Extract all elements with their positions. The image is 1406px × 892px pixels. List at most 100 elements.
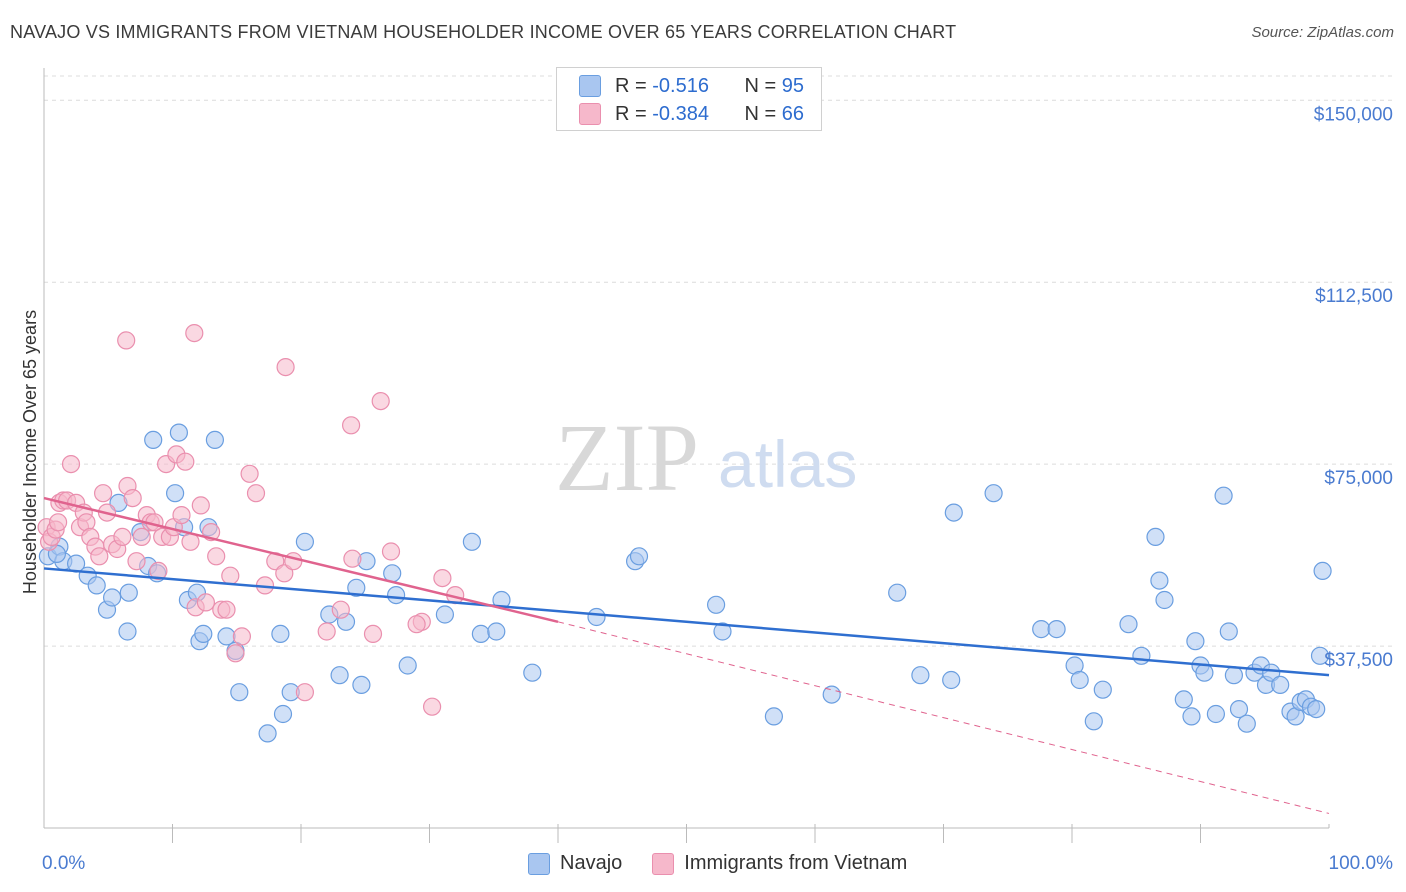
watermark-atlas: atlas (718, 427, 857, 501)
vietnam-swatch (652, 852, 675, 875)
navajo-point (1195, 663, 1214, 682)
navajo-point (295, 532, 314, 551)
vietnam-point (317, 622, 336, 641)
navajo-point (119, 583, 138, 602)
navajo-point (347, 578, 366, 597)
vietnam-point (423, 697, 442, 716)
navajo-point (1155, 590, 1174, 610)
navajo-point (1237, 714, 1256, 733)
navajo-point (1150, 571, 1169, 590)
series-legend: Navajo Immigrants from Vietnam (528, 852, 937, 875)
navajo-point (1229, 699, 1249, 719)
vietnam-point (90, 547, 109, 566)
navajo-point (1182, 707, 1201, 726)
navajo-point (102, 588, 122, 607)
data-points (37, 324, 1332, 743)
navajo-point (230, 683, 249, 702)
navajo-point (271, 624, 290, 644)
watermark: ZIP atlas (555, 404, 857, 511)
vietnam-point (343, 549, 362, 568)
navajo-point (1119, 615, 1138, 634)
vietnam-trendline (43, 496, 559, 624)
navajo-point (888, 583, 907, 602)
trend-lines (43, 496, 1330, 814)
navajo-point (1093, 680, 1112, 699)
navajo-point (587, 607, 606, 627)
navajo-point (984, 484, 1003, 503)
series-legend-vietnam[interactable]: Immigrants from Vietnam (652, 852, 907, 875)
navajo-point (435, 605, 454, 624)
stats-legend: R = -0.516 N = 95 R = -0.384 N = 66 (556, 67, 822, 131)
y-tick-label: $75,000 (1324, 468, 1393, 489)
navajo-label: Navajo (560, 852, 623, 874)
navajo-point (629, 547, 649, 566)
navajo-point (1313, 561, 1332, 581)
watermark-zip: ZIP (555, 404, 699, 511)
legend-n-label: N = (744, 74, 777, 97)
legend-r-label: R = (615, 74, 647, 97)
vietnam-point (221, 566, 240, 585)
vietnam-point (331, 600, 350, 619)
navajo-point (1271, 675, 1290, 695)
navajo-point (942, 670, 961, 690)
series-legend-navajo[interactable]: Navajo (528, 852, 622, 875)
navajo-point (1219, 622, 1238, 641)
vietnam-point (226, 644, 245, 663)
chart-title: NAVAJO VS IMMIGRANTS FROM VIETNAM HOUSEH… (10, 22, 957, 42)
navajo-point (87, 576, 106, 595)
navajo-point (1084, 712, 1103, 731)
navajo-point (713, 622, 732, 641)
navajo-point (1047, 619, 1066, 639)
navajo-point (1132, 646, 1151, 665)
vietnam-point (123, 489, 142, 508)
legend-swatch-vietnam (579, 103, 601, 125)
vietnam-point (132, 527, 151, 547)
vietnam-point (191, 496, 210, 515)
vietnam-point (61, 455, 81, 474)
vietnam-point (185, 324, 204, 343)
navajo-point (144, 430, 163, 449)
y-tick-label: $112,500 (1315, 286, 1393, 307)
navajo-point (169, 423, 188, 442)
x-tick-label-start: 0.0% (42, 853, 85, 874)
vietnam-point (127, 552, 146, 571)
vietnam-point (217, 600, 236, 619)
legend-r-label: R = (615, 102, 647, 125)
navajo-point (1032, 619, 1051, 639)
navajo-point (944, 503, 963, 522)
vietnam-trendline-extension (557, 621, 1330, 814)
navajo-point (330, 666, 349, 685)
navajo-point (352, 675, 371, 695)
vietnam-point (240, 464, 259, 483)
vietnam-point (433, 568, 452, 588)
legend-n-label: N = (744, 102, 777, 125)
navajo-point (822, 685, 841, 704)
navajo-point (911, 666, 930, 685)
vietnam-point (246, 484, 266, 503)
source-credit: Source: ZipAtlas.com (1251, 24, 1394, 41)
navajo-point (462, 532, 481, 551)
vietnam-point (275, 564, 294, 583)
navajo-point (1186, 632, 1205, 651)
grid-lines (44, 75, 1395, 647)
vietnam-point (342, 416, 361, 435)
navajo-point (1310, 646, 1330, 665)
navajo-point (1224, 666, 1244, 685)
navajo-point (764, 707, 784, 726)
vietnam-point (176, 452, 195, 471)
x-tick-label-end: 100.0% (1329, 853, 1394, 874)
navajo-point (118, 622, 137, 641)
vietnam-point (276, 358, 295, 377)
vietnam-point (117, 331, 136, 350)
vietnam-point (363, 624, 383, 644)
vietnam-point (113, 527, 132, 547)
legend-r-value-navajo: -0.516 (652, 74, 709, 97)
y-axis-title: Householder Income Over 65 years (20, 310, 40, 594)
legend-r-value-vietnam: -0.384 (652, 102, 709, 125)
navajo-point (258, 724, 277, 743)
vietnam-point (232, 627, 251, 646)
vietnam-point (172, 505, 191, 525)
navajo-point (1214, 486, 1233, 505)
vietnam-point (93, 484, 113, 503)
navajo-point (1307, 699, 1326, 719)
